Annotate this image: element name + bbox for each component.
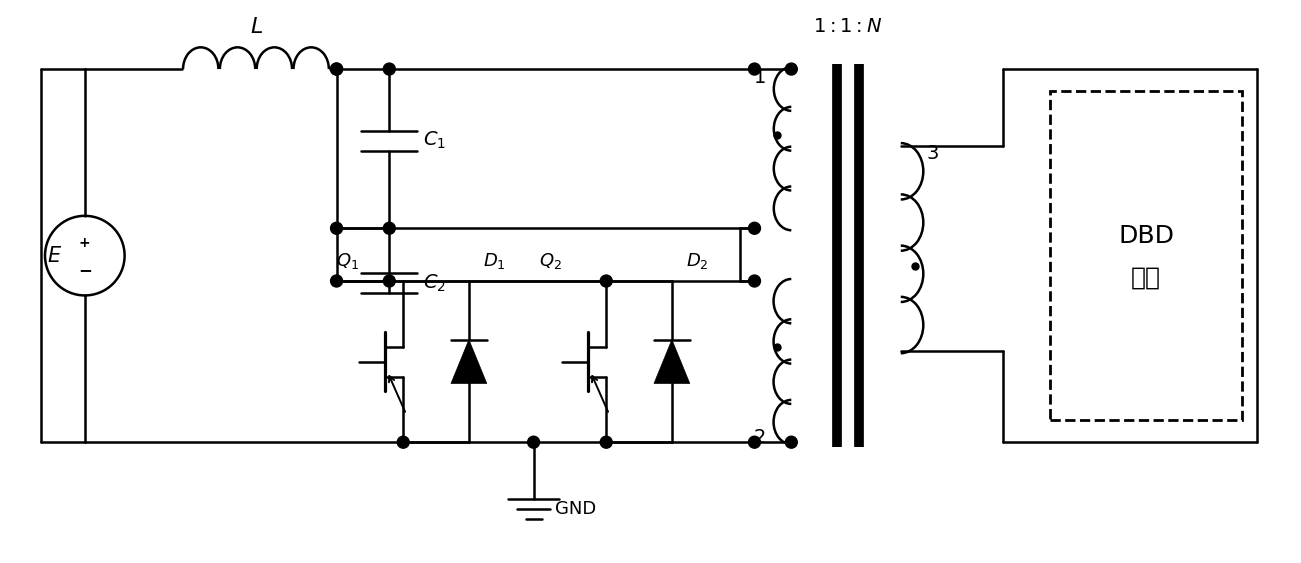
Polygon shape [451,339,487,383]
Text: DBD: DBD [1118,224,1174,248]
Text: $Q_2$: $Q_2$ [539,251,562,271]
Circle shape [330,63,342,75]
Circle shape [600,436,613,448]
Circle shape [786,436,798,448]
Circle shape [384,63,396,75]
Circle shape [330,222,342,234]
Text: $E$: $E$ [47,245,62,266]
Circle shape [330,275,342,287]
Circle shape [384,222,396,234]
Text: $C_2$: $C_2$ [423,272,446,294]
Circle shape [748,222,761,234]
Bar [1050,91,1242,421]
Text: 2: 2 [755,428,766,446]
Polygon shape [654,339,690,383]
Circle shape [748,63,761,75]
Circle shape [748,275,761,287]
Circle shape [528,436,540,448]
Text: +: + [79,236,91,250]
Circle shape [600,275,613,287]
Text: −: − [78,261,92,279]
Circle shape [748,436,761,448]
Text: $D_2$: $D_2$ [686,251,709,271]
Text: $L$: $L$ [250,17,264,37]
Circle shape [384,275,396,287]
Text: 1: 1 [755,68,766,87]
Circle shape [786,63,798,75]
Text: $D_1$: $D_1$ [483,251,506,271]
Text: $Q_1$: $Q_1$ [336,251,359,271]
Text: 负载: 负载 [1131,266,1160,289]
Text: 3: 3 [926,144,939,163]
Circle shape [397,436,410,448]
Text: $C_1$: $C_1$ [423,130,446,151]
Circle shape [330,63,342,75]
Text: GND: GND [556,500,597,518]
Text: $1:1:N$: $1:1:N$ [813,17,882,36]
